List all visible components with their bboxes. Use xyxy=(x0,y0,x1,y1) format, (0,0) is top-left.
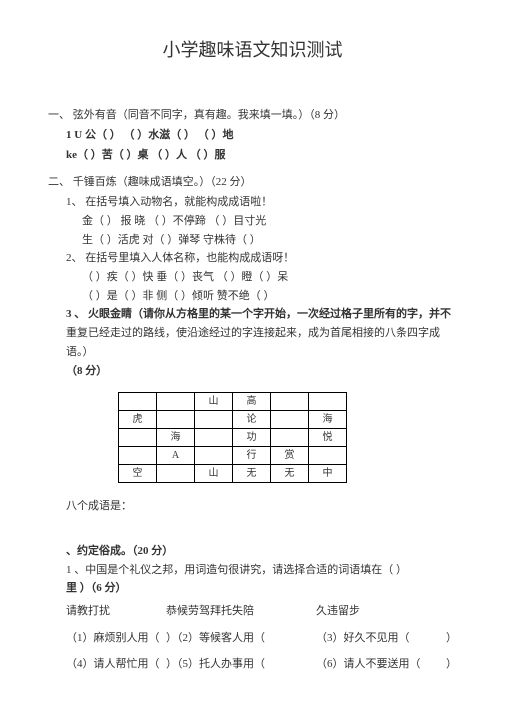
grid-cell xyxy=(309,393,347,411)
ans-5: ）（5）托人办事用（ xyxy=(166,655,316,674)
grid-cell: 行 xyxy=(233,447,271,465)
q3-lead: 3 、 火眼金睛（请你从方格里的某一个字开始，一次经过格子里所有的字，并不 xyxy=(48,305,457,324)
ans-3: （3）好久不见用（ xyxy=(316,629,446,648)
s3-q1-lead: 1 、中国是个礼仪之邦，用词造句很讲究，请选择合适的词语填在（ ） xyxy=(48,561,457,580)
eight-idioms-label: 八个成语是： xyxy=(48,497,457,516)
grid-cell xyxy=(271,429,309,447)
q3-lead-2: 重复已经走过的路线，使沿途经过的字连接起来，成为首尾相接的八条四字成语。） xyxy=(48,324,457,361)
grid-cell: 悦 xyxy=(309,429,347,447)
grid-cell xyxy=(271,411,309,429)
grid-cell: 空 xyxy=(119,465,157,483)
grid-cell: 功 xyxy=(233,429,271,447)
grid-cell: A xyxy=(157,447,195,465)
idiom-grid: 山 高 虎 论 海 海 功 悦 A 行 赏 xyxy=(118,392,347,483)
grid-cell xyxy=(119,447,157,465)
section-1-heading: 一、 弦外有音（同音不同字，真有趣。我来填一填。）（8 分） xyxy=(48,106,457,125)
grid-cell: 海 xyxy=(309,411,347,429)
section-3-heading: 、约定俗成。（20 分） xyxy=(48,542,457,561)
grid-cell xyxy=(271,393,309,411)
grid-cell xyxy=(195,429,233,447)
q2-lead: 2、 在括号里填入人体名称，也能构成成语呀！ xyxy=(48,249,457,268)
ans-6-close: ） xyxy=(446,655,457,674)
grid-cell: 无 xyxy=(233,465,271,483)
grid-cell: 赏 xyxy=(271,447,309,465)
page-title: 小学趣味语文知识测试 xyxy=(48,35,457,66)
table-row: 海 功 悦 xyxy=(119,429,347,447)
table-row: 虎 论 海 xyxy=(119,411,347,429)
ans-4: （4）请人帮忙用（ xyxy=(66,655,166,674)
grid-cell xyxy=(119,429,157,447)
grid-cell xyxy=(309,447,347,465)
answer-row-2: （4）请人帮忙用（ ）（5）托人办事用（ （6）请人不要送用（ ） xyxy=(48,655,457,674)
section-2-heading: 二、 千锤百炼（趣味成语填空。）（22 分） xyxy=(48,173,457,192)
q1-lead: 1、 在括号填入动物名，就能构成成语啦！ xyxy=(48,193,457,212)
ans-2: ）（2）等候客人用（ xyxy=(166,629,316,648)
section-1-line-2: ke（ ）苦（ ）桌 （ ）人 （ ）服 xyxy=(48,146,457,165)
word-bank: 请教打扰 恭候劳驾拜托失陪 久违留步 xyxy=(48,602,457,621)
grid-cell: 虎 xyxy=(119,411,157,429)
s3-q1-lead-2: 里 ）（6 分） xyxy=(48,579,457,598)
grid-cell xyxy=(157,465,195,483)
ans-3-close: ） xyxy=(446,629,457,648)
q2-l2: （ ）是（ ）非 侧（ ）倾听 赞不绝（ ） xyxy=(48,287,457,306)
word-b: 恭候劳驾拜托失陪 xyxy=(166,602,316,621)
grid-cell: 无 xyxy=(271,465,309,483)
q1-l2: 生（ ）活虎 对（ ）弹琴 守株待（ ） xyxy=(48,231,457,250)
grid-wrapper: 山 高 虎 论 海 海 功 悦 A 行 赏 xyxy=(118,392,457,483)
grid-cell xyxy=(157,393,195,411)
grid-cell: 山 xyxy=(195,465,233,483)
word-c: 久违留步 xyxy=(316,602,416,621)
table-row: 空 山 无 无 中 xyxy=(119,465,347,483)
q2-l1: （ ）疾（ ）快 垂（ ）丧气 （ ）瞪（ ）呆 xyxy=(48,268,457,287)
answer-row-1: （1）麻烦别人用（ ）（2）等候客人用（ （3）好久不见用（ ） xyxy=(48,629,457,648)
q1-l1: 金（ ） 报 晓 （ ）不停蹄 （ ）目寸光 xyxy=(48,212,457,231)
grid-cell xyxy=(195,411,233,429)
grid-cell xyxy=(195,447,233,465)
grid-cell xyxy=(157,411,195,429)
grid-cell: 论 xyxy=(233,411,271,429)
table-row: 山 高 xyxy=(119,393,347,411)
table-row: A 行 赏 xyxy=(119,447,347,465)
grid-cell: 山 xyxy=(195,393,233,411)
grid-cell: 中 xyxy=(309,465,347,483)
ans-1: （1）麻烦别人用（ xyxy=(66,629,166,648)
grid-cell: 高 xyxy=(233,393,271,411)
grid-cell xyxy=(119,393,157,411)
section-1-line-1: 1 U 公（ ） （ ）水滋（ ） （ ）地 xyxy=(48,126,457,145)
ans-6: （6）请人不要送用（ xyxy=(316,655,446,674)
q3-lead-3: （8 分） xyxy=(48,362,457,381)
word-a: 请教打扰 xyxy=(66,602,166,621)
grid-cell: 海 xyxy=(157,429,195,447)
